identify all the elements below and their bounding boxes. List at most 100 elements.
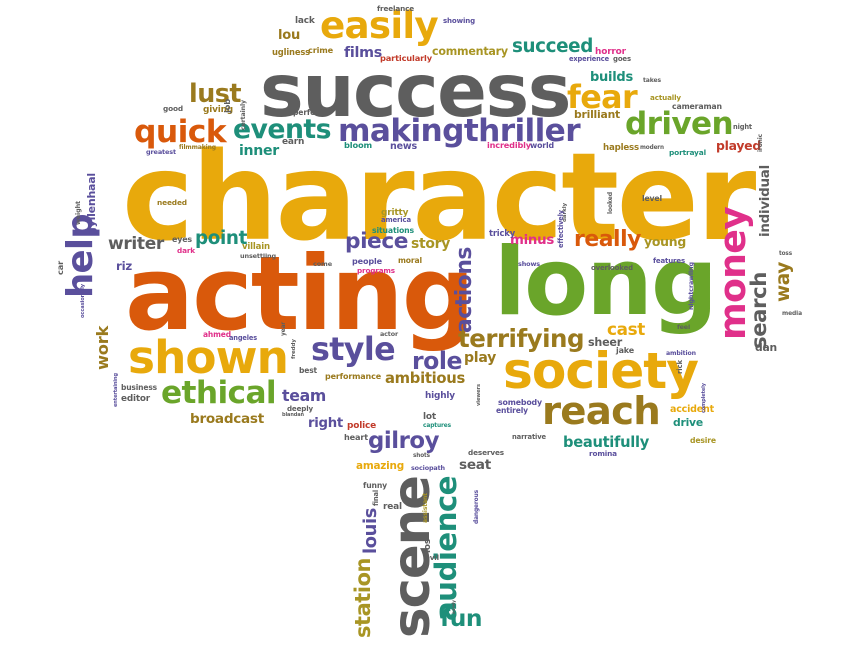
word-lot: lot xyxy=(423,411,436,422)
word-performance: performance xyxy=(325,372,381,382)
word-played: played xyxy=(716,137,761,153)
word-perfect: perfect xyxy=(293,108,323,118)
word-dan: dan xyxy=(755,340,777,354)
word-fear: fear xyxy=(567,79,638,117)
word-particularly: particularly xyxy=(380,53,432,63)
word-society: society xyxy=(503,340,699,400)
word-unsettling: unsettling xyxy=(240,252,277,261)
word-rick: rick xyxy=(676,360,685,374)
word-angeles: angeles xyxy=(229,334,258,343)
word-crime: crime xyxy=(308,45,333,56)
word-drive: drive xyxy=(673,415,703,429)
word-individual: individual xyxy=(758,165,774,237)
word-year: year xyxy=(281,322,288,336)
word-young: young xyxy=(644,233,686,249)
word-actually: actually xyxy=(650,93,681,103)
word-success: success xyxy=(260,49,571,135)
word-terrifying: terrifying xyxy=(458,324,584,354)
word-play: play xyxy=(464,350,496,367)
word-night: night xyxy=(733,123,752,132)
word-nightcrawling: nightcrawling xyxy=(687,262,696,310)
word-jake: jake xyxy=(616,346,634,356)
word-inner: inner xyxy=(239,143,279,160)
word-overlooked: overlooked xyxy=(591,264,633,273)
word-evil: evil xyxy=(425,553,439,563)
word-reach: reach xyxy=(542,389,661,435)
word-succeed: succeed xyxy=(512,35,593,57)
word-goes: goes xyxy=(613,55,631,64)
word-quick: quick xyxy=(134,114,227,151)
word-style: style xyxy=(311,332,396,369)
word-looked: looked xyxy=(607,192,615,214)
word-blandan: blandan xyxy=(282,412,304,419)
word-somebody: somebody xyxy=(498,398,542,408)
word-amazing: amazing xyxy=(356,459,404,472)
word-earn: earn xyxy=(282,136,305,147)
word-station: station xyxy=(351,558,376,638)
word-broadcast: broadcast xyxy=(190,411,264,428)
word-audience: audience xyxy=(429,476,464,621)
word-police: police xyxy=(347,420,377,431)
word-come: come xyxy=(313,260,332,269)
word-deserves: deserves xyxy=(468,448,504,458)
word-long: long xyxy=(494,227,718,337)
word-toss: toss xyxy=(779,251,792,258)
word-easily: easily xyxy=(320,2,439,47)
word-greatest: greatest xyxy=(146,148,176,157)
word-horror: horror xyxy=(595,46,626,57)
word-features: features xyxy=(653,257,685,266)
word-showing: showing xyxy=(443,16,475,26)
word-world: world xyxy=(530,141,554,151)
word-way: way xyxy=(772,262,794,302)
word-captures: captures xyxy=(423,423,452,430)
word-writer: writer xyxy=(108,233,164,254)
word-real: real xyxy=(383,501,402,512)
word-films: films xyxy=(344,45,382,62)
word-entirely: entirely xyxy=(496,406,528,416)
word-dangerous: dangerous xyxy=(474,489,481,524)
word-freddy: freddy xyxy=(291,339,298,359)
word-feel: feel xyxy=(677,324,690,332)
word-character: character xyxy=(122,126,756,269)
word-team: team xyxy=(282,386,326,406)
word-dark: dark xyxy=(177,246,195,256)
word-hapless: hapless xyxy=(603,142,639,153)
word-lack: lack xyxy=(295,15,315,26)
word-ambitious: ambitious xyxy=(385,370,465,388)
word-certainly: certainly xyxy=(240,100,248,130)
word-lust: lust xyxy=(189,77,241,108)
word-modern: modern xyxy=(640,145,664,152)
word-effectively: effectively xyxy=(557,210,566,248)
word-gritty: gritty xyxy=(381,207,409,218)
word-search: search xyxy=(747,272,773,349)
word-actions: actions xyxy=(452,247,478,333)
word-cameraman: cameraman xyxy=(672,102,722,112)
word-accident: accident xyxy=(670,403,714,415)
word-news: news xyxy=(390,140,417,152)
word-money: money xyxy=(710,207,754,340)
word-role: role xyxy=(412,347,462,376)
word-eyes: eyes xyxy=(172,235,192,245)
word-gilroy: gilroy xyxy=(368,428,439,455)
word-bloom: bloom xyxy=(344,140,372,150)
word-viewers: viewers xyxy=(476,384,483,406)
word-villain: villain xyxy=(242,241,270,252)
word-shots: shots xyxy=(413,453,430,460)
word-people: people xyxy=(352,256,382,267)
word-job: job xyxy=(222,99,232,113)
word-entertaining: entertaining xyxy=(113,373,120,407)
word-freelance: freelance xyxy=(377,4,415,14)
word-romina: romina xyxy=(589,449,617,459)
word-weight: weight xyxy=(74,201,83,225)
word-portrayal: portrayal xyxy=(669,148,706,158)
word-piece: piece xyxy=(345,229,408,255)
word-commentary: commentary xyxy=(432,44,508,58)
word-assistant: assistant xyxy=(422,493,430,523)
word-filmmaking: filmmaking xyxy=(179,144,216,152)
word-deeply: deeply xyxy=(287,404,313,414)
word-brilliant: brilliant xyxy=(574,107,620,121)
word-ahmed: ahmed xyxy=(203,330,231,340)
word-highly: highly xyxy=(425,390,455,401)
word-acting: acting xyxy=(125,234,475,354)
